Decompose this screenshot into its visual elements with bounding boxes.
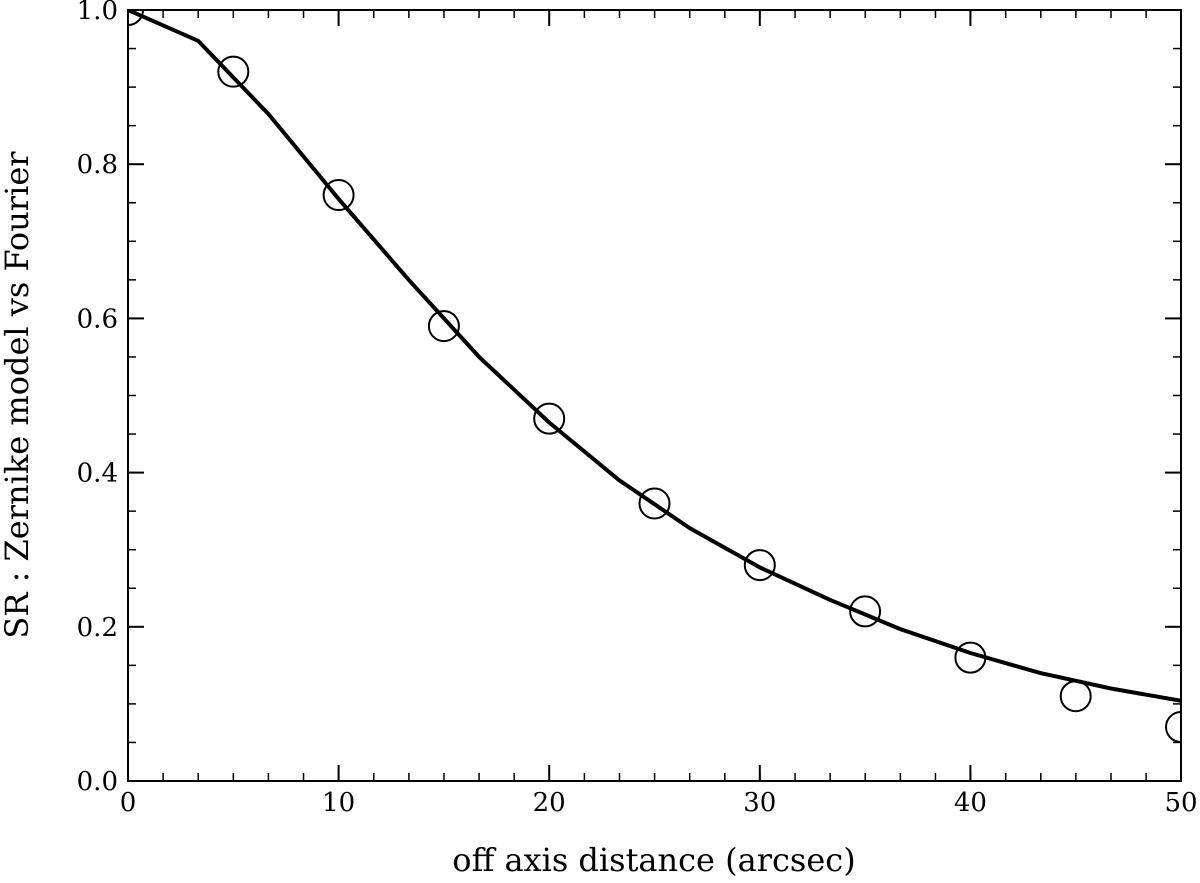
- series-lines: [128, 10, 1181, 703]
- data-point-marker: [322, 179, 355, 212]
- data-point-marker: [427, 310, 460, 343]
- x-tick-label: 30: [743, 788, 776, 818]
- data-point-marker: [849, 595, 882, 628]
- y-axis-title: SR : Zernike model vs Fourier: [0, 151, 36, 639]
- series-markers: [128, 10, 1181, 744]
- x-axis-title: off axis distance (arcsec): [452, 841, 855, 879]
- y-tick-label: 0.8: [77, 150, 118, 180]
- y-tick-label: 0.0: [77, 767, 118, 797]
- data-point-marker: [743, 549, 776, 582]
- data-point-marker: [217, 55, 250, 88]
- data-point-marker: [1165, 711, 1181, 744]
- axis-ticks: [127, 9, 1182, 782]
- x-tick-label: 20: [533, 788, 566, 818]
- plot-frame: [127, 9, 1182, 782]
- y-tick-label: 1.0: [77, 0, 118, 26]
- x-tick-label: 10: [322, 788, 355, 818]
- data-point-marker: [954, 641, 987, 674]
- y-tick-label: 0.6: [77, 304, 118, 334]
- series-line: [128, 10, 1181, 703]
- x-tick-labels: 0 10 20 30 40 50: [120, 788, 1198, 818]
- x-tick-label: 40: [954, 788, 987, 818]
- y-tick-label: 0.4: [77, 459, 118, 489]
- y-tick-labels: 0.0 0.2 0.4 0.6 0.8 1.0: [77, 0, 118, 797]
- x-tick-label: 50: [1164, 788, 1197, 818]
- y-tick-label: 0.2: [77, 613, 118, 643]
- x-tick-label: 0: [120, 788, 137, 818]
- data-point-marker: [638, 487, 671, 520]
- data-point-marker: [533, 402, 566, 435]
- data-point-marker: [1059, 680, 1092, 713]
